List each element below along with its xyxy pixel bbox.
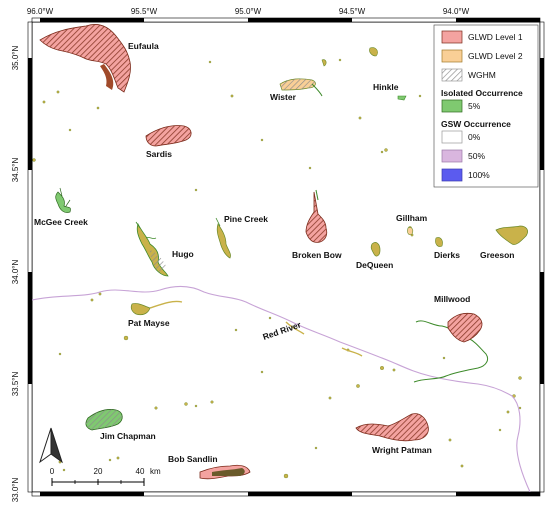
label-eufaula: Eufaula: [128, 41, 159, 51]
little-river-green: [413, 320, 489, 383]
dierks-reservoir: [435, 237, 443, 247]
lon-tick-94-5: 94.5°W: [339, 7, 366, 16]
label-hugo: Hugo: [172, 249, 194, 259]
eufaula-reservoir: [39, 24, 131, 93]
legend-swatch-isolated: [441, 99, 463, 113]
jim-chapman-reservoir: [85, 409, 123, 431]
label-pat-mayse: Pat Mayse: [128, 318, 170, 328]
legend-label-glwd1: GLWD Level 1: [468, 32, 523, 42]
small-reservoir-north: [321, 47, 378, 67]
dequeen-reservoir: [370, 242, 381, 257]
label-jim-chapman: Jim Chapman: [100, 431, 156, 441]
lat-tick-34: 34.0°N: [11, 260, 20, 285]
lat-tick-34-5: 34.5°N: [11, 158, 20, 183]
legend-swatch-gsw-0: [441, 130, 463, 144]
bob-sandlin-reservoir: [199, 464, 251, 480]
scale-tick-20: 20: [94, 467, 103, 476]
legend-swatch-glwd1: [441, 30, 463, 44]
legend-gsw-title: GSW Occurrence: [441, 119, 511, 129]
label-broken-bow: Broken Bow: [292, 250, 342, 260]
lon-tick-96: 96.0°W: [27, 7, 54, 16]
scale-bar: 0 20 40 km: [50, 467, 161, 486]
latitude-ticks: 35.0°N 34.5°N 34.0°N 33.5°N 33.0°N: [11, 46, 20, 503]
hugo-reservoir: [135, 221, 169, 277]
label-greeson: Greeson: [480, 250, 515, 260]
lon-tick-94: 94.0°W: [443, 7, 470, 16]
lon-tick-95-5: 95.5°W: [131, 7, 158, 16]
wister-reservoir: [279, 78, 323, 97]
pat-mayse-reservoir: [130, 303, 151, 316]
reservoir-labels: Eufaula Sardis Wister Hinkle McGee Creek…: [34, 41, 515, 464]
legend-isolated-title: Isolated Occurrence: [441, 88, 523, 98]
legend-label-isolated: 5%: [468, 101, 481, 111]
scale-unit: km: [150, 467, 161, 476]
label-pine-creek: Pine Creek: [224, 214, 268, 224]
millwood-reservoir: [447, 312, 483, 343]
legend-swatch-glwd2: [441, 49, 463, 63]
greeson-reservoir: [495, 225, 528, 245]
legend: GLWD Level 1 GLWD Level 2 WGHM Isolated …: [433, 24, 539, 188]
hinkle-reservoir: [397, 95, 407, 101]
sardis-reservoir: [145, 125, 192, 147]
legend-label-gsw-50: 50%: [468, 151, 485, 161]
gillham-reservoir: [407, 227, 414, 236]
small-water-bodies: [32, 58, 522, 479]
label-hinkle: Hinkle: [373, 82, 399, 92]
graticule-border: [27, 17, 545, 497]
wright-patman-reservoir: [355, 413, 429, 442]
scale-tick-0: 0: [50, 467, 55, 476]
legend-label-glwd2: GLWD Level 2: [468, 51, 523, 61]
lat-tick-33-5: 33.5°N: [11, 372, 20, 397]
broken-bow-reservoir: [305, 189, 328, 243]
lat-tick-35: 35.0°N: [11, 46, 20, 71]
north-arrow-icon: [39, 427, 63, 464]
scale-tick-40: 40: [136, 467, 145, 476]
mcgee-creek-reservoir: [55, 187, 71, 213]
legend-swatch-gsw-100: [441, 168, 463, 182]
label-gillham: Gillham: [396, 213, 428, 223]
label-millwood: Millwood: [434, 294, 470, 304]
longitude-ticks: 96.0°W 95.5°W 95.0°W 94.5°W 94.0°W: [27, 7, 470, 16]
lat-tick-33: 33.0°N: [11, 478, 20, 503]
lon-tick-95: 95.0°W: [235, 7, 262, 16]
label-bob-sandlin: Bob Sandlin: [168, 454, 218, 464]
label-wister: Wister: [270, 92, 297, 102]
legend-swatch-wghm: [441, 68, 463, 82]
label-dequeen: DeQueen: [356, 260, 393, 270]
red-river-channel: [149, 300, 363, 357]
label-sardis: Sardis: [146, 149, 172, 159]
red-river: [32, 285, 531, 492]
legend-label-gsw-100: 100%: [468, 170, 490, 180]
legend-label-wghm: WGHM: [468, 70, 496, 80]
legend-label-gsw-0: 0%: [468, 132, 481, 142]
pine-creek-reservoir: [215, 217, 231, 259]
legend-swatch-gsw-50: [441, 149, 463, 163]
label-dierks: Dierks: [434, 250, 460, 260]
label-wright-patman: Wright Patman: [372, 445, 432, 455]
label-mcgee-creek: McGee Creek: [34, 217, 88, 227]
